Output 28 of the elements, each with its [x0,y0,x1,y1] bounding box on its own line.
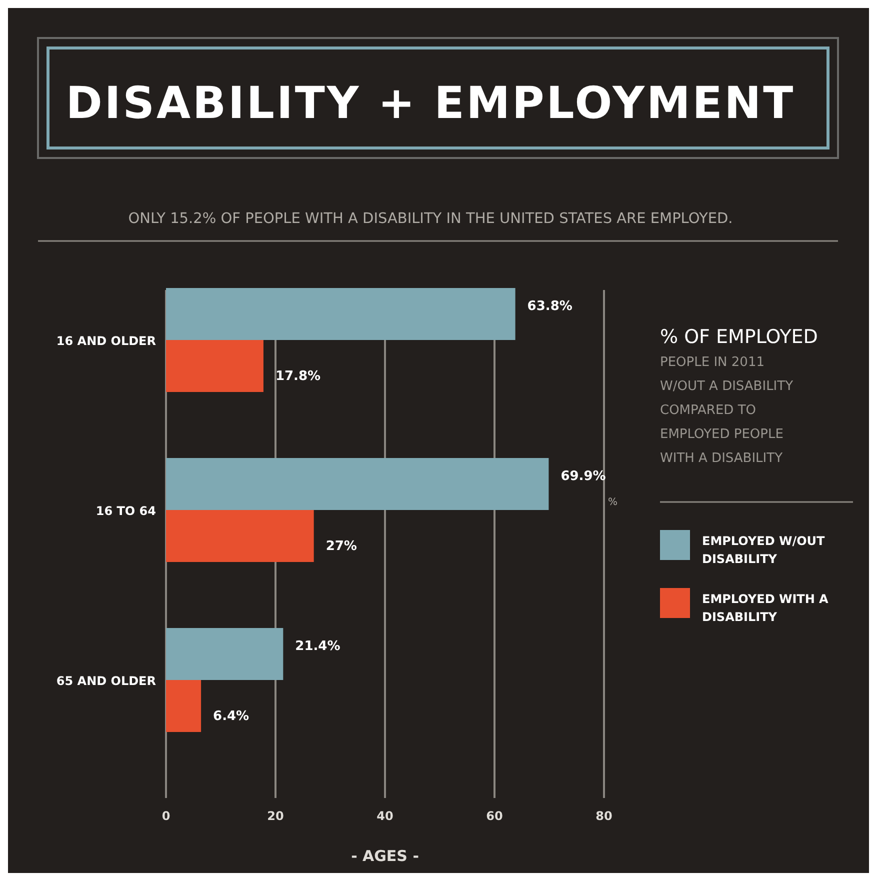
bar [166,288,516,340]
y-tick-label: 65 AND OLDER [56,674,156,688]
x-tick-label: 80 [596,809,612,823]
bar [166,628,284,680]
text: EMPLOYED WITH A DISABILITY [702,592,830,624]
x-tick-label: 20 [267,809,284,823]
legend-title: % OF EMPLOYED [660,326,818,348]
chart-title: DISABILITY + EMPLOYMENT [66,78,796,129]
data-label: 69.9% [560,469,606,484]
bar [166,680,202,732]
y-tick-label: 16 TO 64 [96,504,156,518]
bar [166,458,549,510]
chart-subtitle: ONLY 15.2% OF PEOPLE WITH A DISABILITY IN THE UNITED STATES ARE EMPLOYED. [128,211,733,227]
y-tick-label: 16 AND OLDER [56,334,156,348]
text: EMPLOYED W/OUT DISABILITY [702,534,826,566]
x-tick-label: 60 [486,809,503,823]
data-label: 6.4% [213,709,250,724]
x-tick-label: 0 [162,809,170,823]
text: % [608,497,618,508]
bar [166,340,264,392]
data-label: 27% [326,539,357,554]
x-axis-title: - AGES - [351,847,419,865]
x-tick-label: 40 [376,809,394,823]
bar [166,510,314,562]
data-label: 17.8% [275,369,321,384]
text: PEOPLE IN 2011 W/OUT A DISABILITY COMPARED TO EMPLOYED PEOPLE WITH A DISABILITY [660,355,794,466]
data-label: 63.8% [527,299,572,314]
data-label: 21.4% [295,639,340,654]
